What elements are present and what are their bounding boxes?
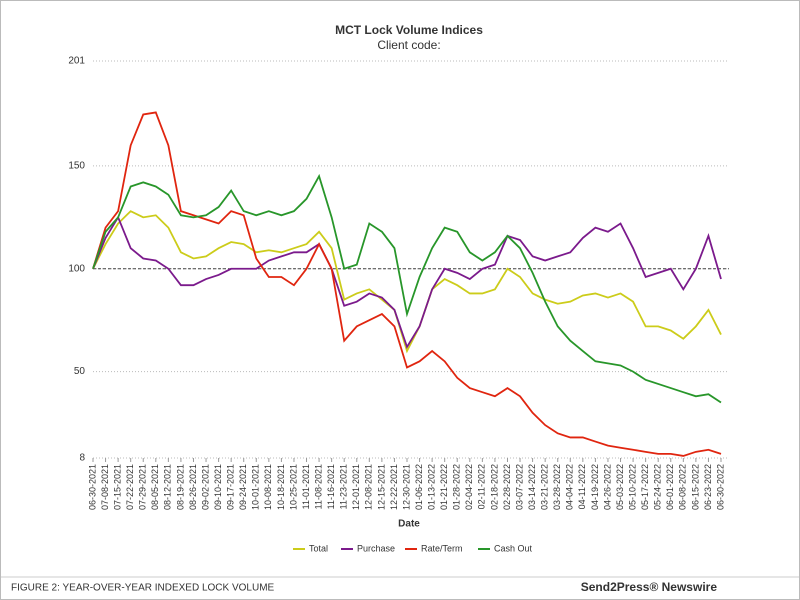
y-tick-label: 50 (74, 366, 86, 377)
x-tick-label: 11-23-2021 (339, 464, 349, 509)
x-tick-label: 12-22-2021 (389, 464, 399, 510)
x-tick-label: 09-10-2021 (213, 464, 223, 510)
x-tick-label: 01-28-2022 (452, 464, 462, 510)
x-tick-label: 06-01-2022 (665, 464, 675, 510)
x-tick-label: 03-07-2022 (514, 464, 524, 510)
x-tick-label: 10-18-2021 (276, 464, 286, 510)
x-tick-label: 11-01-2021 (301, 464, 311, 509)
x-tick-label: 01-13-2022 (426, 464, 436, 510)
x-tick-label: 12-30-2021 (401, 464, 411, 510)
x-tick-label: 02-18-2022 (489, 464, 499, 510)
x-tick-label: 05-03-2022 (615, 464, 625, 510)
x-tick-label: 05-10-2022 (627, 464, 637, 510)
x-tick-label: 08-05-2021 (150, 464, 160, 510)
x-tick-label: 04-11-2022 (577, 464, 587, 509)
x-tick-label: 08-12-2021 (163, 464, 173, 510)
x-tick-label: 06-23-2022 (703, 464, 713, 510)
footer-caption: FIGURE 2: YEAR-OVER-YEAR INDEXED LOCK VO… (11, 583, 275, 594)
x-tick-label: 04-26-2022 (602, 464, 612, 510)
x-tick-label: 06-15-2022 (690, 464, 700, 510)
x-tick-label: 12-08-2021 (364, 464, 374, 510)
x-tick-label: 09-02-2021 (200, 464, 210, 510)
footer-brand: Send2Press® Newswire (581, 580, 718, 594)
x-tick-label: 09-17-2021 (226, 464, 236, 510)
x-tick-label: 02-04-2022 (464, 464, 474, 510)
x-tick-label: 10-08-2021 (263, 464, 273, 510)
x-tick-label: 09-24-2021 (238, 464, 248, 510)
chart-subtitle: Client code: (377, 38, 440, 52)
y-tick-label: 100 (68, 263, 85, 274)
x-tick-label: 10-01-2021 (251, 464, 261, 510)
x-tick-label: 10-25-2021 (288, 464, 298, 510)
legend-label: Rate/Term (421, 543, 463, 553)
chart-title: MCT Lock Volume Indices (335, 23, 483, 37)
x-tick-label: 08-19-2021 (175, 464, 185, 510)
y-tick-label: 150 (68, 161, 85, 172)
x-tick-label: 03-14-2022 (527, 464, 537, 510)
x-tick-label: 01-21-2022 (439, 464, 449, 510)
x-tick-label: 03-28-2022 (552, 464, 562, 510)
x-tick-label: 07-29-2021 (138, 464, 148, 510)
x-tick-label: 03-21-2022 (540, 464, 550, 510)
series-line (92, 210, 722, 354)
x-tick-label: 07-08-2021 (100, 464, 110, 510)
x-tick-label: 02-11-2022 (477, 464, 487, 509)
x-tick-label: 06-30-2022 (715, 464, 725, 510)
x-tick-label: 02-28-2022 (502, 464, 512, 510)
x-tick-label: 07-15-2021 (112, 464, 122, 510)
x-tick-label: 11-16-2021 (326, 464, 336, 509)
x-tick-label: 07-22-2021 (125, 464, 135, 510)
y-tick-label: 201 (68, 56, 85, 67)
x-tick-label: 04-04-2022 (565, 464, 575, 510)
y-tick-label: 8 (79, 453, 85, 464)
series-line (92, 215, 722, 350)
x-tick-label: 12-15-2021 (376, 464, 386, 510)
legend-label: Total (309, 543, 328, 553)
legend-label: Cash Out (494, 543, 533, 553)
x-tick-label: 04-19-2022 (590, 464, 600, 510)
legend-label: Purchase (357, 543, 395, 553)
x-tick-label: 05-17-2022 (640, 464, 650, 510)
x-tick-label: 06-30-2021 (87, 464, 97, 510)
x-tick-label: 11-08-2021 (313, 464, 323, 509)
series-line (92, 111, 722, 457)
x-tick-label: 06-08-2022 (678, 464, 688, 510)
series-line (92, 173, 722, 404)
x-tick-label: 12-01-2021 (351, 464, 361, 510)
x-tick-label: 05-24-2022 (653, 464, 663, 510)
x-axis-label: Date (398, 519, 420, 530)
x-tick-label: 01-06-2022 (414, 464, 424, 510)
x-tick-label: 08-26-2021 (188, 464, 198, 510)
